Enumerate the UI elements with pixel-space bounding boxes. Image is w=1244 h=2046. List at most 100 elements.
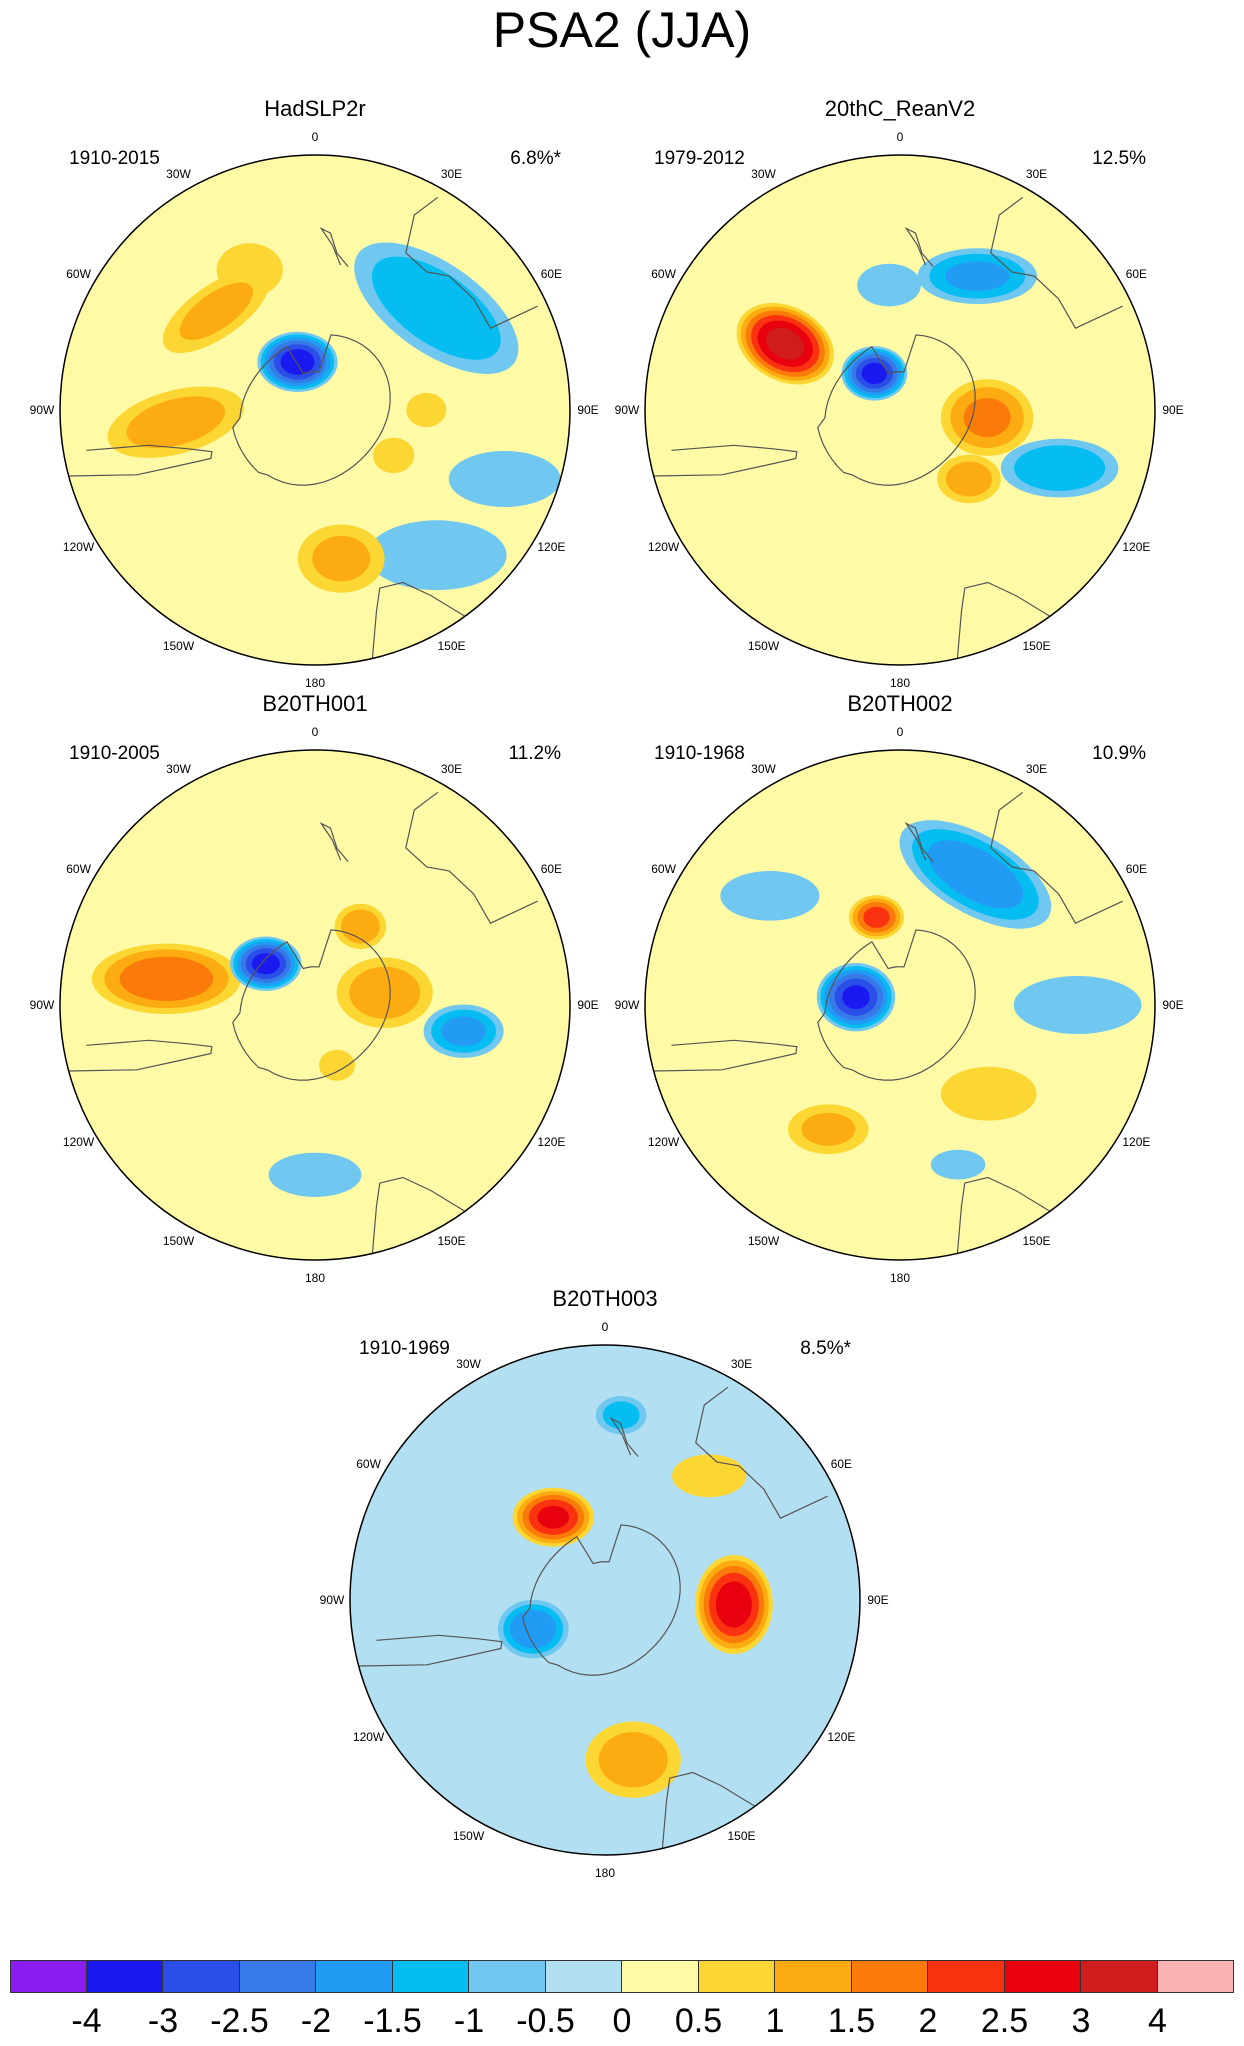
australia-coastline <box>405 791 538 924</box>
contour-field <box>645 155 1155 665</box>
colorbar-swatch <box>316 1960 393 1993</box>
contour-field <box>60 155 570 665</box>
map-boundary <box>644 154 1156 666</box>
map-boundary <box>349 1344 861 1856</box>
contour-band <box>312 535 371 582</box>
longitude-label: 120E <box>827 1729 856 1744</box>
new-zealand-coastline <box>609 1416 639 1457</box>
africa-coastline <box>956 1176 1051 1254</box>
map-boundary <box>59 749 571 1261</box>
longitude-label: 90E <box>1162 403 1184 417</box>
longitude-label: 0 <box>601 1320 609 1334</box>
contour-band <box>371 256 501 360</box>
antarctic-coastline <box>232 334 391 486</box>
south-america-coastline <box>653 1039 798 1072</box>
longitude-label: 180 <box>889 1271 911 1285</box>
antarctic-coastline <box>817 929 976 1081</box>
contour-band <box>510 1609 557 1649</box>
variance-label: 8.5%* <box>800 1338 851 1359</box>
contour-band <box>940 1066 1037 1121</box>
contour-band <box>251 953 280 975</box>
longitude-label: 120W <box>647 539 680 554</box>
longitude-label: 90W <box>614 998 640 1012</box>
longitude-label: 60E <box>830 1456 853 1471</box>
contour-band <box>927 840 1024 909</box>
contour-band <box>268 1152 362 1197</box>
longitude-label: 150W <box>162 639 195 654</box>
contour-band <box>963 398 1011 438</box>
contour-band <box>801 1112 856 1146</box>
new-zealand-coastline <box>319 821 349 862</box>
longitude-label: 60E <box>540 266 563 281</box>
longitude-label: 90W <box>29 403 55 417</box>
australia-coastline <box>990 791 1123 924</box>
map-panel: B20TH003 1910-1969 8.5%* 0 30E 60E 90E 120E 150E… <box>305 1280 905 1880</box>
colorbar-swatch <box>392 1960 469 1993</box>
antarctic-coastline <box>232 929 391 1081</box>
contour-band <box>179 282 253 340</box>
contour-band <box>441 1016 486 1046</box>
contour-band <box>715 1581 752 1628</box>
longitude-label: 90E <box>577 998 599 1012</box>
longitude-label: 150W <box>162 1234 195 1249</box>
longitude-label: 120E <box>1122 1134 1151 1149</box>
longitude-label: 90E <box>867 1593 889 1607</box>
colorbar-swatch <box>775 1960 852 1993</box>
map-boundary <box>59 154 571 666</box>
colorbar-swatch <box>545 1960 622 1993</box>
longitude-label: 30E <box>440 761 463 776</box>
contour-field <box>645 750 1155 1260</box>
africa-coastline <box>956 581 1051 659</box>
contour-band <box>945 261 1010 291</box>
longitude-label: 60W <box>66 266 91 281</box>
longitude-label: 120E <box>537 1134 566 1149</box>
contour-band <box>341 909 380 944</box>
longitude-label: 120W <box>62 1134 95 1149</box>
longitude-label: 120W <box>647 1134 680 1149</box>
colorbar-swatch <box>163 1960 240 1993</box>
contour-field <box>60 750 570 1260</box>
longitude-label: 120W <box>352 1729 385 1744</box>
longitude-label: 30E <box>1025 166 1048 181</box>
longitude-label: 180 <box>594 1866 616 1880</box>
australia-coastline <box>695 1386 828 1519</box>
contour-band <box>598 1732 668 1788</box>
contour-band <box>1013 976 1142 1034</box>
antarctic-coastline <box>522 1524 681 1676</box>
contour-field <box>350 1345 860 1855</box>
australia-coastline <box>990 196 1123 329</box>
period-label: 1979-2012 <box>654 148 745 169</box>
colorbar-tick-label: -1 <box>453 2002 485 2040</box>
contour-band <box>372 437 415 474</box>
contour-band <box>126 396 225 448</box>
contour-band <box>367 520 507 591</box>
contour-band <box>766 327 805 360</box>
colorbar-tick-label: 3 <box>1071 2002 1091 2040</box>
colorbar-swatch <box>86 1960 163 1993</box>
new-zealand-coastline <box>319 226 349 267</box>
map-panel: B20TH002 1910-1968 10.9% 0 30E 60E 90E 120E 150E… <box>600 685 1200 1285</box>
longitude-label: 30W <box>166 761 191 776</box>
longitude-label: 180 <box>889 676 911 690</box>
longitude-label: 90E <box>577 403 599 417</box>
africa-coastline <box>371 1176 466 1254</box>
contour-band <box>537 1505 569 1529</box>
longitude-label: 150W <box>747 639 780 654</box>
polar-map <box>59 749 571 1261</box>
new-zealand-coastline <box>904 226 934 267</box>
panel-title: HadSLP2r <box>264 96 366 121</box>
longitude-label: 150E <box>437 639 466 654</box>
longitude-label: 150E <box>1022 1234 1051 1249</box>
colorbar-swatch <box>469 1960 546 1993</box>
longitude-label: 0 <box>311 725 319 739</box>
contour-band <box>349 966 421 1019</box>
longitude-label: 150E <box>1022 639 1051 654</box>
contour-band <box>863 906 890 928</box>
variance-label: 12.5% <box>1092 148 1146 169</box>
longitude-label: 30W <box>456 1356 481 1371</box>
south-america-coastline <box>68 1039 213 1072</box>
antarctic-coastline <box>817 334 976 486</box>
colorbar-swatch <box>851 1960 928 1993</box>
contour-band <box>720 871 820 921</box>
contour-band <box>602 1401 640 1429</box>
